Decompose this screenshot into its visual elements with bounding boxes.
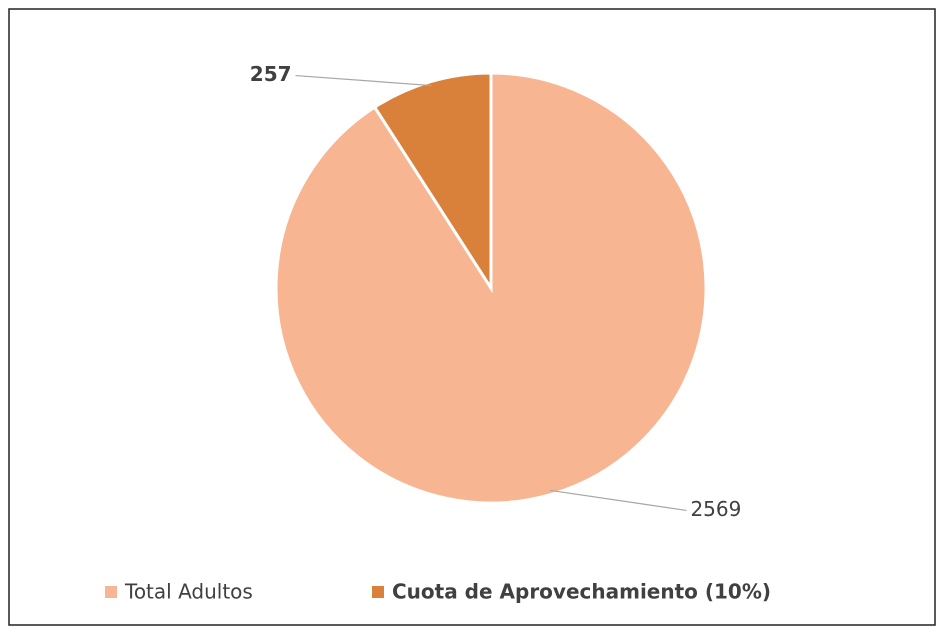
legend-label: Cuota de Aprovechamiento (10%) [392, 580, 771, 604]
leader-line [295, 74, 432, 87]
legend-swatch [372, 586, 384, 598]
data-label: 2569 [690, 497, 741, 521]
pie-slice [372, 71, 493, 294]
legend-label: Total Adultos [124, 580, 253, 604]
data-label: 257 [250, 62, 292, 86]
legend-swatch [105, 586, 117, 598]
leader-line [550, 489, 687, 512]
